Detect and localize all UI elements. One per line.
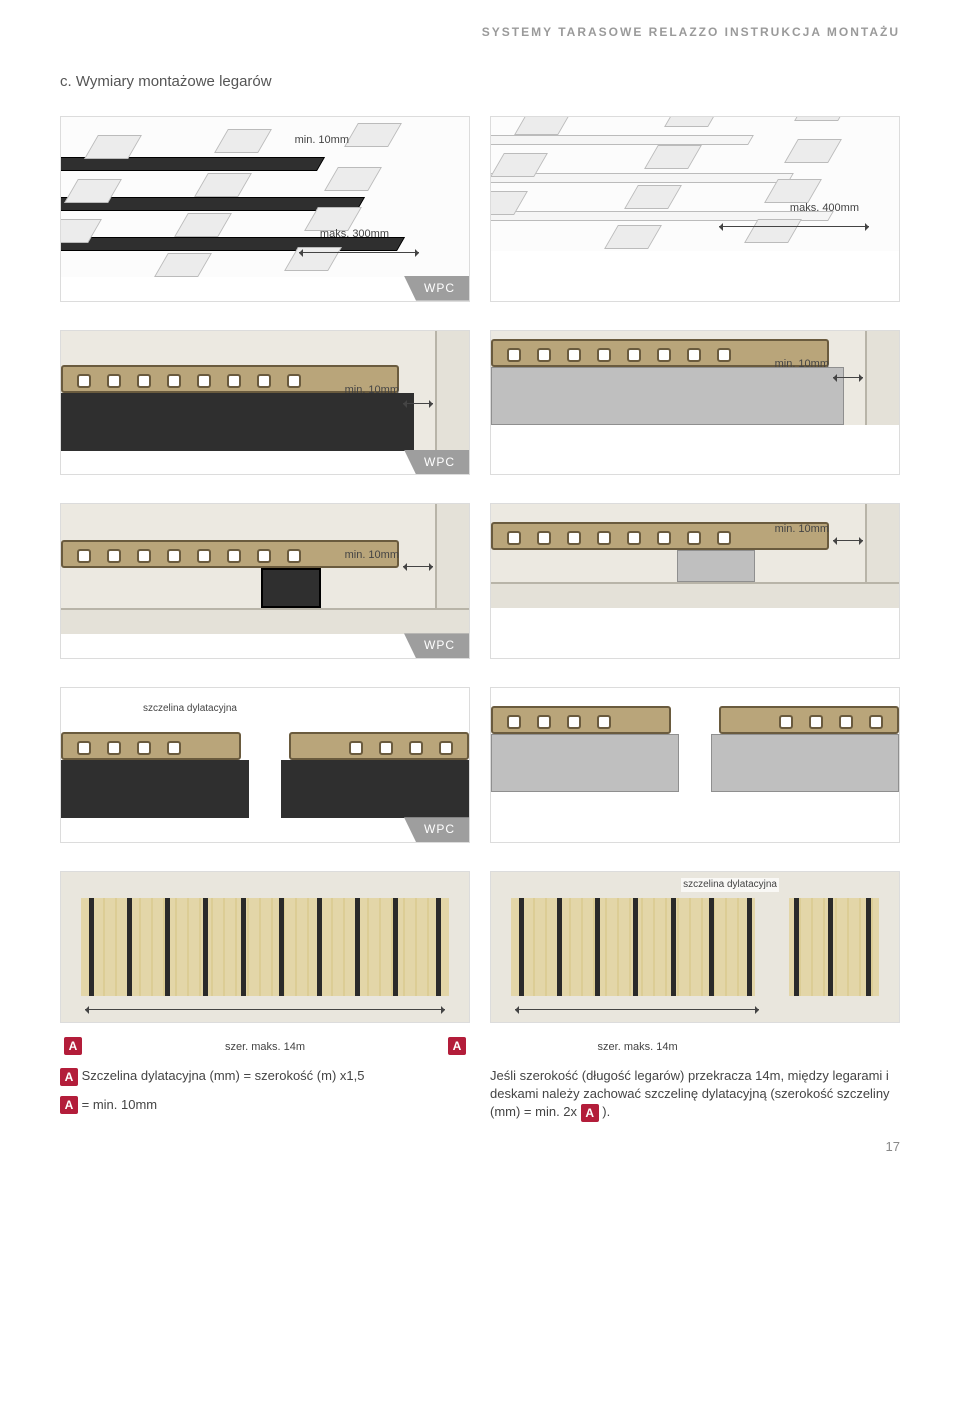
tag-wpc: WPC [404, 817, 469, 842]
gap-label: szczelina dylatacyjna [141, 702, 239, 716]
panel-xsec-wpc-3: szczelina dylatacyjna WPC [60, 687, 470, 843]
deck-dim-row: A szer. maks. 14m A szer. maks. 14m [60, 1033, 900, 1057]
arrow-icon [719, 226, 869, 227]
dim-maks400: maks. 400mm [790, 201, 859, 216]
badge-a: A [60, 1096, 78, 1114]
arrow-icon [515, 1009, 759, 1010]
arrow-icon [833, 377, 863, 378]
tag-wpc: WPC [404, 633, 469, 658]
panel-iso-alu: ALU min. 10mm [490, 116, 900, 302]
page-number: 17 [60, 1138, 900, 1156]
footer-text: A Szczelina dylatacyjna (mm) = szerokość… [60, 1067, 900, 1122]
tag-wpc: WPC [404, 450, 469, 475]
row-iso: min. 10mm maks. 300mm WPC ALU [60, 116, 900, 302]
row-xsec-2: min. 10mm WPC ALU [60, 503, 900, 659]
arrow-icon [299, 252, 419, 253]
dim-min10: min. 10mm [775, 522, 829, 537]
badge-a: A [448, 1037, 466, 1055]
panel-xsec-alu-3: ALU [490, 687, 900, 843]
dim-min10: min. 10mm [295, 133, 349, 148]
panel-xsec-alu-2: ALU min. 10mm [490, 503, 900, 659]
arrow-icon [833, 540, 863, 541]
footnote-formula: Szczelina dylatacyjna (mm) = szerokość (… [82, 1068, 365, 1083]
gap-label: szczelina dylatacyjna [681, 878, 779, 892]
section-title: c. Wymiary montażowe legarów [60, 71, 900, 92]
panel-xsec-wpc-1: min. 10mm WPC [60, 330, 470, 476]
gap-label: szczelina dylatacyjna [661, 687, 759, 690]
dim-min10: min. 10mm [345, 383, 399, 398]
arrow-icon [403, 566, 433, 567]
dim-min10: min. 10mm [815, 116, 869, 122]
dim-maks300: maks. 300mm [320, 227, 389, 242]
dim-szer14: szer. maks. 14m [225, 1040, 305, 1055]
tag-wpc: WPC [404, 276, 469, 301]
badge-a: A [60, 1068, 78, 1086]
dim-szer14: szer. maks. 14m [598, 1040, 678, 1055]
row-deck: szczelina dylatacyjna [60, 871, 900, 1023]
row-xsec-1: min. 10mm WPC ALU [60, 330, 900, 476]
badge-a: A [581, 1104, 599, 1122]
badge-a: A [64, 1037, 82, 1055]
dim-min10: min. 10mm [345, 548, 399, 563]
page-header: SYSTEMY TARASOWE RELAZZO INSTRUKCJA MONT… [60, 24, 900, 41]
panel-deck-left [60, 871, 470, 1023]
row-xsec-3: szczelina dylatacyjna WPC ALU [60, 687, 900, 843]
panel-xsec-wpc-2: min. 10mm WPC [60, 503, 470, 659]
panel-deck-right: szczelina dylatacyjna [490, 871, 900, 1023]
panel-xsec-alu-1: ALU min. 10mm [490, 330, 900, 476]
panel-iso-wpc: min. 10mm maks. 300mm WPC [60, 116, 470, 302]
dim-min10: min. 10mm [775, 357, 829, 372]
arrow-icon [85, 1009, 445, 1010]
arrow-icon [403, 403, 433, 404]
footnote-right: Jeśli szerokość (długość legarów) przekr… [490, 1068, 890, 1119]
footnote-right-end: ). [602, 1104, 610, 1119]
footnote-min: = min. 10mm [82, 1097, 158, 1112]
